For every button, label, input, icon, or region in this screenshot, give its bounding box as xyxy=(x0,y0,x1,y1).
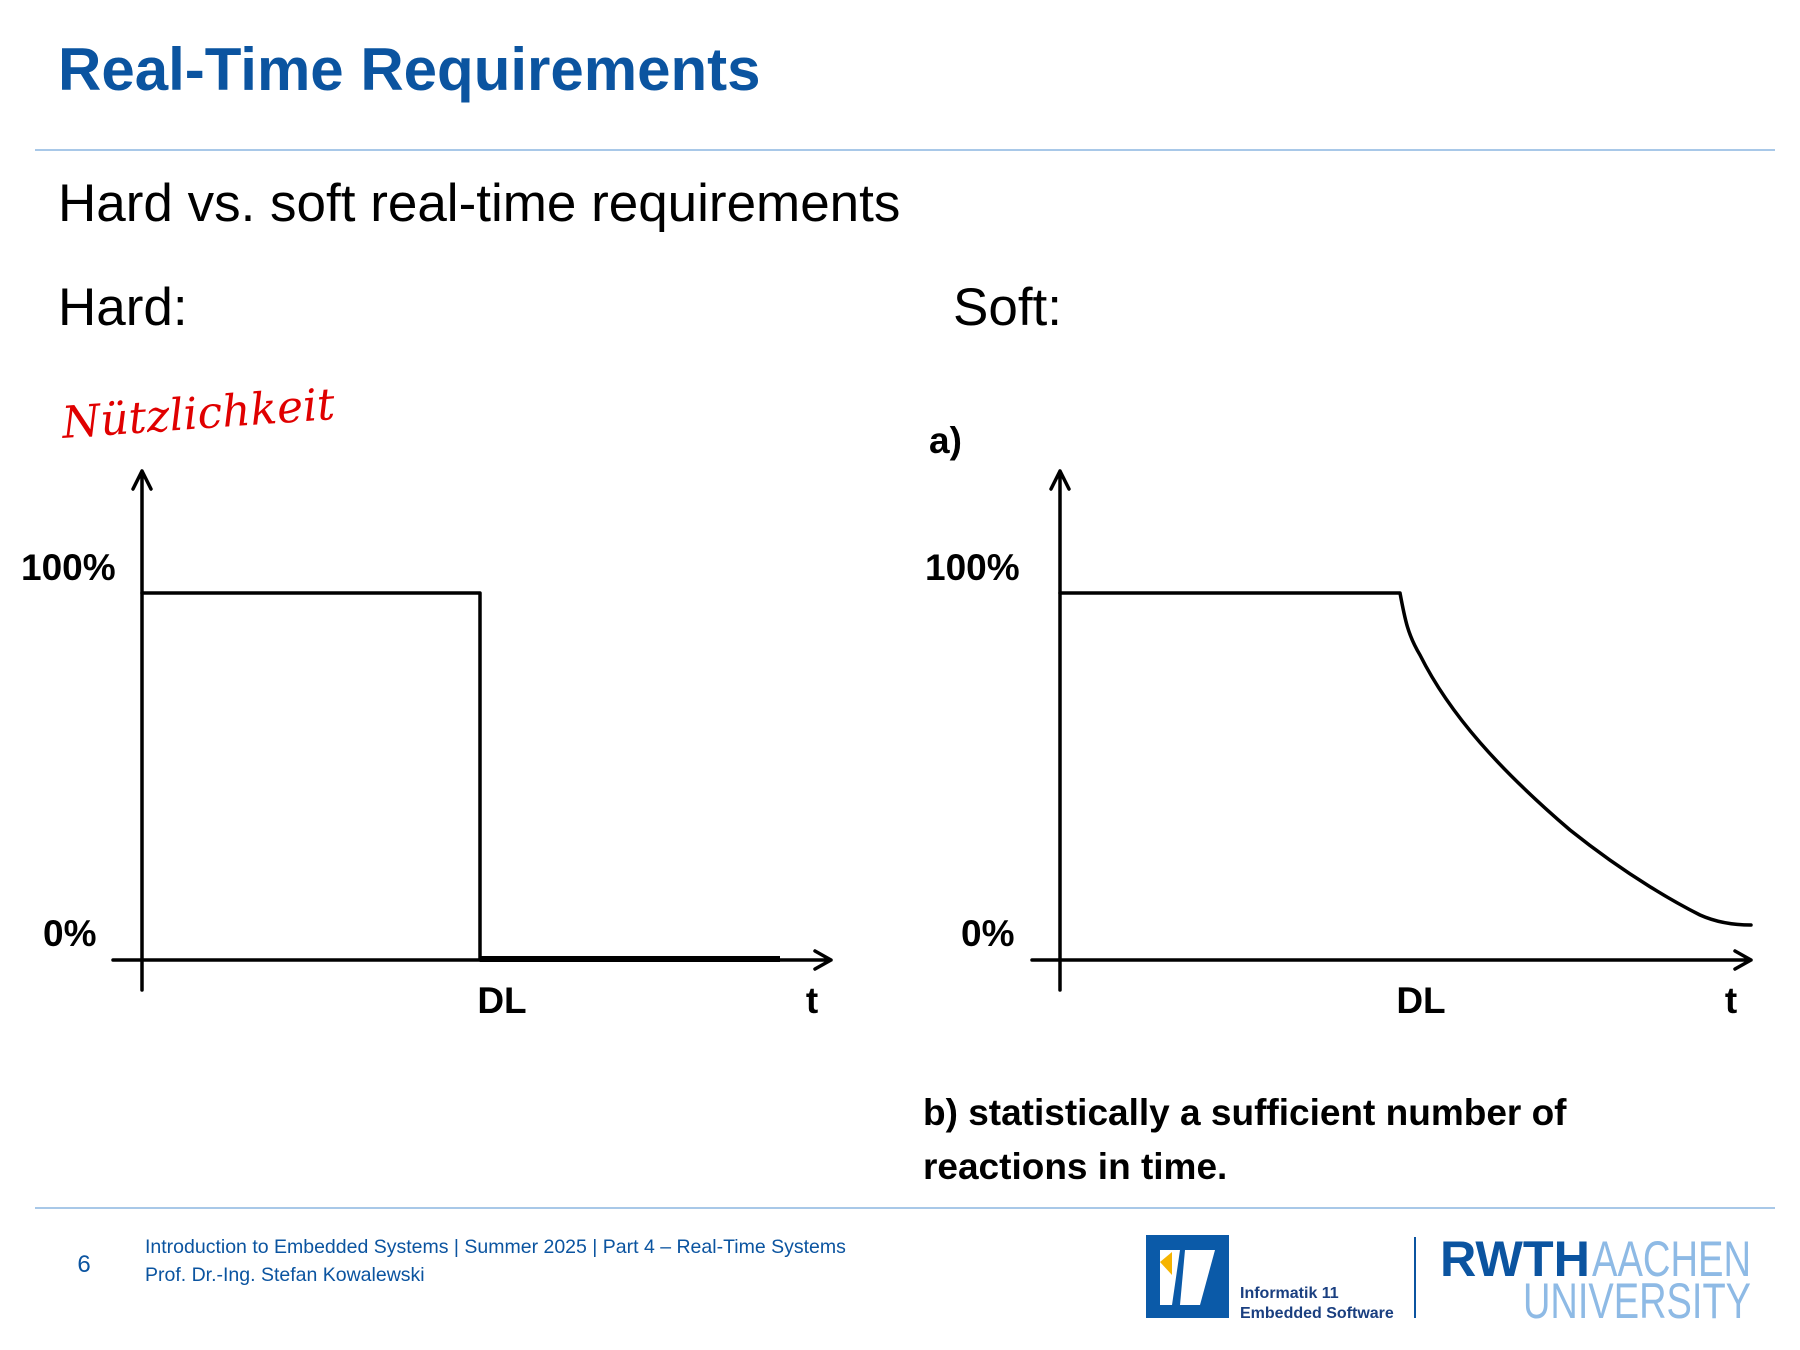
label-0: 0% xyxy=(961,913,1014,954)
x-axis xyxy=(1030,949,1753,971)
hard-curve xyxy=(140,591,482,962)
label-t: t xyxy=(1725,980,1737,1021)
y-axis xyxy=(1049,469,1071,992)
subtitle: Hard vs. soft real-time requirements xyxy=(58,174,900,233)
item-b-line: b) statistically a sufficient number of xyxy=(923,1092,1567,1133)
institute-name: Informatik 11 xyxy=(1240,1285,1339,1302)
institute-logo xyxy=(1146,1235,1229,1318)
label-100: 100% xyxy=(925,547,1020,588)
label-100: 100% xyxy=(21,547,116,588)
soft-heading: Soft: xyxy=(953,278,1062,337)
university-name: UNIVERSITY xyxy=(1523,1273,1751,1329)
item-b-line: reactions in time. xyxy=(923,1146,1227,1187)
item-a: a) xyxy=(929,420,962,461)
label-t: t xyxy=(806,980,818,1021)
footer-line: Prof. Dr.-Ing. Stefan Kowalewski xyxy=(145,1264,425,1286)
page-number: 6 xyxy=(77,1251,90,1278)
y-axis xyxy=(131,469,153,992)
label-dl: DL xyxy=(477,980,526,1021)
label-dl: DL xyxy=(1396,980,1445,1021)
soft-diagram xyxy=(1030,469,1753,992)
handwritten-annotation: Nützlichkeit xyxy=(59,379,336,449)
label-0: 0% xyxy=(43,913,96,954)
institute-name: Embedded Software xyxy=(1240,1305,1394,1322)
hard-diagram xyxy=(111,469,833,992)
hard-heading: Hard: xyxy=(58,278,188,337)
soft-curve xyxy=(1058,591,1753,927)
university-name: RWTH xyxy=(1440,1231,1590,1287)
footer-line: Introduction to Embedded Systems | Summe… xyxy=(145,1236,846,1258)
university-name: AACHEN xyxy=(1592,1231,1751,1287)
title: Real-Time Requirements xyxy=(58,36,760,103)
